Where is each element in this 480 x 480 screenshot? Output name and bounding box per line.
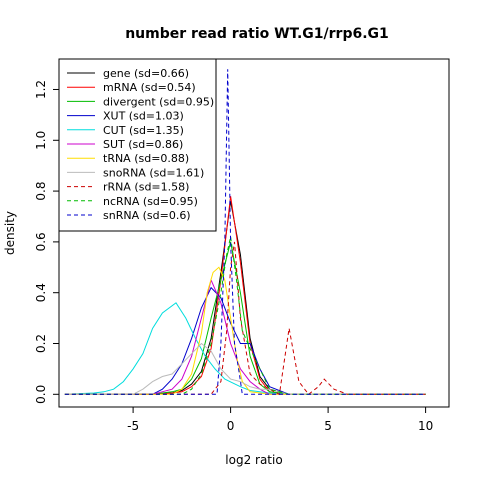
y-tick-label: 1.2 <box>34 80 48 99</box>
series-line-8 <box>64 241 426 396</box>
y-tick-label: 0.2 <box>34 334 48 353</box>
legend-entry-0: gene (sd=0.66) <box>103 67 189 80</box>
legend-entry-10: snRNA (sd=0.6) <box>103 209 191 222</box>
legend-entry-7: snoRNA (sd=1.61) <box>103 166 204 179</box>
x-axis-label: log2 ratio <box>225 453 282 467</box>
legend-entry-4: CUT (sd=1.35) <box>103 124 184 137</box>
legend-entry-6: tRNA (sd=0.88) <box>103 152 189 165</box>
y-axis: 0.0 0.2 0.4 0.6 0.8 1.0 1.2 <box>34 80 60 404</box>
legend: gene (sd=0.66)mRNA (sd=0.54)divergent (s… <box>58 58 217 232</box>
legend-entry-8: rRNA (sd=1.58) <box>103 181 189 194</box>
x-tick-label: 10 <box>418 419 433 433</box>
legend-entry-5: SUT (sd=0.86) <box>103 138 183 151</box>
series-line-7 <box>64 342 426 395</box>
legend-entry-3: XUT (sd=1.03) <box>103 110 184 123</box>
series-line-9 <box>64 236 426 395</box>
x-tick-label: 5 <box>324 419 332 433</box>
chart-title: number read ratio WT.G1/rrp6.G1 <box>125 26 389 42</box>
series-line-6 <box>64 266 426 395</box>
legend-entry-2: divergent (sd=0.95) <box>103 95 214 108</box>
series-line-10 <box>64 69 426 395</box>
y-tick-label: 0.4 <box>34 283 48 302</box>
series-layer <box>64 69 426 396</box>
series-line-5 <box>64 278 426 395</box>
y-tick-label: 0.6 <box>34 232 48 251</box>
x-tick-label: -5 <box>127 419 139 433</box>
legend-entry-1: mRNA (sd=0.54) <box>103 81 196 94</box>
x-axis: -5 0 5 10 <box>127 406 433 433</box>
y-tick-label: 0.0 <box>34 385 48 404</box>
y-tick-label: 0.8 <box>34 182 48 201</box>
y-tick-label: 1.0 <box>34 131 48 150</box>
y-axis-label: density <box>3 211 17 255</box>
x-tick-label: 0 <box>227 419 235 433</box>
legend-entry-9: ncRNA (sd=0.95) <box>103 195 198 208</box>
series-line-2 <box>64 241 426 395</box>
